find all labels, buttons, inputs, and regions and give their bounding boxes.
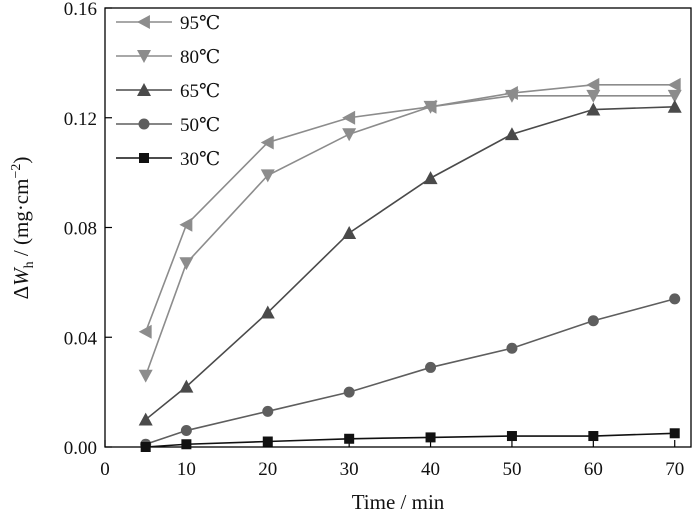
data-point bbox=[260, 305, 275, 319]
y-axis-title-exponent: −2 bbox=[9, 164, 24, 179]
data-point bbox=[262, 405, 274, 417]
legend-marker bbox=[137, 15, 150, 29]
series-line bbox=[145, 432, 675, 448]
data-point bbox=[425, 432, 436, 443]
legend-entry: 50℃ bbox=[116, 115, 220, 136]
data-point bbox=[342, 110, 356, 125]
series-line bbox=[144, 95, 675, 376]
data-point bbox=[504, 127, 519, 141]
data-point bbox=[587, 315, 599, 327]
legend-label: 50℃ bbox=[180, 115, 220, 136]
x-tick-label: 20 bbox=[258, 459, 277, 480]
data-point bbox=[138, 412, 153, 426]
legend-entry: 30℃ bbox=[116, 149, 220, 170]
data-point bbox=[423, 100, 438, 114]
series-line bbox=[145, 105, 675, 421]
data-point bbox=[669, 428, 680, 439]
y-tick-label: 0.08 bbox=[64, 219, 97, 240]
legend-label: 30℃ bbox=[180, 149, 220, 170]
legend-marker bbox=[138, 118, 150, 130]
legend-marker bbox=[137, 50, 151, 63]
x-tick-label: 60 bbox=[584, 459, 603, 480]
x-axis-title: Time / min bbox=[352, 490, 445, 514]
legend-entry: 65℃ bbox=[116, 81, 220, 102]
data-point bbox=[342, 225, 357, 239]
data-point bbox=[262, 436, 273, 447]
legend-entry: 80℃ bbox=[116, 47, 220, 68]
x-tick-label: 0 bbox=[100, 459, 110, 480]
data-point bbox=[506, 431, 517, 442]
data-point bbox=[586, 102, 601, 116]
y-tick-label: 0.16 bbox=[64, 0, 97, 20]
data-point bbox=[179, 379, 194, 393]
y-axis-title-subscript: h bbox=[22, 261, 37, 268]
series-3 bbox=[140, 293, 681, 450]
legend-entry: 95℃ bbox=[116, 13, 220, 34]
data-point bbox=[504, 89, 519, 103]
data-point bbox=[179, 257, 194, 271]
data-point bbox=[260, 169, 275, 183]
legend-label: 95℃ bbox=[180, 13, 220, 34]
data-point bbox=[260, 135, 274, 150]
y-axis-title: ΔWh / (mg·cm−2) bbox=[9, 157, 37, 300]
series-layer bbox=[138, 77, 682, 452]
data-point bbox=[667, 89, 682, 103]
y-tick-label: 0.12 bbox=[64, 109, 97, 130]
y-axis-title-close: ) bbox=[9, 157, 33, 164]
axis-ticks: 0 10 20 30 40 50 60 70 0.00 0.04 0.08 0.12 0.16 bbox=[64, 0, 684, 480]
data-point bbox=[343, 386, 355, 398]
legend: 95℃ 80℃ 65℃ 50℃ 30℃ bbox=[116, 13, 220, 170]
data-point bbox=[140, 442, 151, 452]
series-line bbox=[145, 298, 675, 446]
data-point bbox=[667, 99, 682, 113]
y-axis-title-delta: Δ bbox=[9, 286, 33, 300]
data-point bbox=[586, 77, 600, 92]
y-axis-title-symbol: W bbox=[9, 266, 33, 286]
data-point bbox=[344, 433, 355, 444]
data-point bbox=[138, 369, 153, 383]
x-tick-label: 30 bbox=[340, 459, 359, 480]
legend-marker bbox=[139, 153, 149, 163]
data-point bbox=[179, 217, 193, 232]
data-point bbox=[423, 171, 438, 185]
series-line bbox=[144, 84, 675, 333]
data-point bbox=[342, 128, 357, 142]
data-point bbox=[588, 431, 599, 442]
data-point bbox=[667, 77, 681, 92]
legend-marker bbox=[137, 83, 151, 96]
data-point bbox=[669, 293, 681, 305]
legend-label: 80℃ bbox=[180, 47, 220, 68]
x-tick-label: 40 bbox=[421, 459, 440, 480]
x-tick-label: 10 bbox=[177, 459, 196, 480]
y-tick-label: 0.04 bbox=[64, 328, 98, 349]
x-tick-label: 70 bbox=[665, 459, 684, 480]
series-1 bbox=[138, 89, 682, 383]
data-point bbox=[180, 425, 192, 437]
series-4 bbox=[140, 428, 680, 452]
legend-label: 65℃ bbox=[180, 81, 220, 102]
series-2 bbox=[138, 99, 682, 426]
data-point bbox=[425, 361, 437, 373]
series-0 bbox=[138, 77, 681, 339]
data-point bbox=[181, 439, 192, 450]
y-axis-title-unit: / (mg·cm bbox=[9, 179, 33, 262]
y-tick-label: 0.00 bbox=[64, 438, 97, 459]
data-point bbox=[138, 324, 152, 339]
data-point bbox=[506, 342, 518, 354]
x-tick-label: 50 bbox=[502, 459, 521, 480]
data-point bbox=[586, 89, 601, 103]
